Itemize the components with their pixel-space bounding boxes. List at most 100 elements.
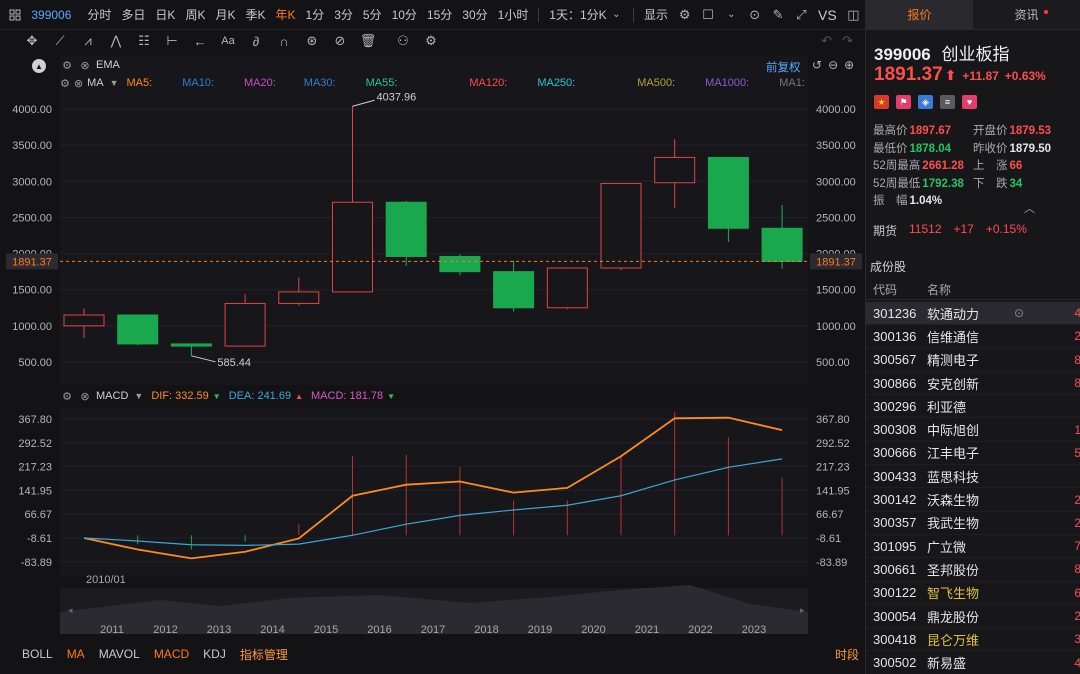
col-code[interactable]: 代码 <box>873 283 898 297</box>
tab-quote[interactable]: 报价 <box>866 0 973 29</box>
arrow-tool-icon[interactable]: ← <box>193 33 207 49</box>
line-tool-icon[interactable]: ⟋ <box>55 33 65 48</box>
period-tab-active[interactable]: 年K <box>275 8 296 22</box>
period-tab[interactable]: 周K <box>185 8 206 22</box>
gear-icon[interactable]: ⚙ <box>425 33 437 48</box>
reset-icon[interactable]: ↺ <box>812 58 823 72</box>
undo-icon[interactable]: ↶ <box>821 33 833 48</box>
constituent-row[interactable]: 300357 我武生物 2 <box>866 512 1080 535</box>
constituent-row[interactable]: 300054 鼎龙股份 2 <box>866 605 1080 629</box>
panel-toggle-icon[interactable]: ◫ <box>847 6 860 22</box>
constituent-row[interactable]: 300296 利亚德 <box>866 395 1080 419</box>
futures-row[interactable]: 期货 11512 +17 +0.15% <box>873 222 1027 239</box>
period-tab[interactable]: 3分 <box>334 8 353 22</box>
chevron-down-icon[interactable]: ▼ <box>109 78 119 88</box>
indicator-management[interactable]: 指标管理 <box>239 647 288 662</box>
delete-drawing-icon[interactable]: ⊘ <box>334 33 346 48</box>
period-tab[interactable]: 5分 <box>362 8 382 22</box>
heart-icon[interactable]: ♥ <box>962 95 977 109</box>
crosshair-icon[interactable]: ✥ <box>26 33 38 48</box>
ma-label[interactable]: MA <box>87 77 104 89</box>
channel-tool-icon[interactable]: ⩘ <box>84 33 92 48</box>
redo-icon[interactable]: ↷ <box>842 33 853 48</box>
period-tab[interactable]: 15分 <box>426 8 453 22</box>
constituent-row[interactable]: 300122 智飞生物 6 <box>866 582 1080 605</box>
quote-panel: 报价 资讯 399006 创业板指 1891.37 ⬆ +11.87 +0.63… <box>865 0 1080 674</box>
period-tab[interactable]: 月K <box>215 8 236 22</box>
constituent-row[interactable]: 301236 软通动力 ⊙ 4 <box>866 302 1080 326</box>
macd-label[interactable]: MACD <box>96 390 129 402</box>
chart-area[interactable]: 4000.003500.003000.002500.002000.001500.… <box>0 0 865 642</box>
ma-item: MA1000: <box>705 77 750 89</box>
link-icon[interactable]: 🗑 <box>359 33 377 48</box>
magnet-icon[interactable]: ∩ <box>279 33 289 49</box>
constituent-row[interactable]: 300661 圣邦股份 8 <box>866 558 1080 582</box>
nav-left-handle-icon[interactable]: ◂ <box>68 606 73 616</box>
constituent-row[interactable]: 300136 信维通信 2 <box>866 325 1080 349</box>
zoom-out-icon[interactable]: ⊖ <box>828 58 839 72</box>
indicator-ma[interactable]: MA <box>66 647 85 661</box>
chevron-down-icon[interactable]: ⌄ <box>612 9 621 20</box>
constituent-row[interactable]: 300142 沃森生物 2 <box>866 488 1080 512</box>
period-tab[interactable]: 10分 <box>391 8 417 22</box>
constituent-row[interactable]: 301095 广立微 7 <box>866 535 1080 559</box>
period-tab[interactable]: 季K <box>245 8 266 22</box>
chevron-down-icon[interactable]: ▼ <box>134 391 144 401</box>
constituent-row[interactable]: 300866 安克创新 8 <box>866 372 1080 396</box>
constituent-row[interactable]: 300567 精测电子 8 <box>866 349 1080 372</box>
settings-icon[interactable]: ⚙ <box>62 390 72 403</box>
indicator-boll[interactable]: BOLL <box>22 647 53 661</box>
runner-icon[interactable]: ⚑ <box>896 95 911 109</box>
tab-news[interactable]: 资讯 <box>973 0 1080 29</box>
zoom-in-icon[interactable]: ⊕ <box>844 58 855 72</box>
period-tab[interactable]: 1小时 <box>497 8 529 22</box>
indicator-kdj[interactable]: KDJ <box>203 647 226 661</box>
wave-tool-icon[interactable]: ⋀ <box>110 33 122 48</box>
document-icon[interactable]: ≡ <box>940 95 955 109</box>
watch-icon[interactable]: ⊙ <box>1014 306 1025 321</box>
symbol-code[interactable]: 399006 <box>31 7 72 22</box>
chevron-down-icon[interactable]: ⌄ <box>727 9 736 20</box>
brush-tool-icon[interactable]: ∂ <box>252 33 260 49</box>
layout-icon[interactable]: ☐ <box>702 6 714 22</box>
fib-tool-icon[interactable]: ☷ <box>138 33 150 48</box>
indicator-macd[interactable]: MACD <box>153 647 190 661</box>
period-tab[interactable]: 30分 <box>462 8 488 22</box>
col-name[interactable]: 名称 <box>927 283 952 297</box>
constituent-row[interactable]: 300502 新易盛 4 <box>866 651 1080 674</box>
constituent-row[interactable]: 300308 中际旭创 1 <box>866 418 1080 442</box>
close-icon[interactable]: ⊗ <box>80 390 90 403</box>
multi-frame-select[interactable]: 1天：1分K <box>549 8 607 22</box>
candle-body <box>63 314 105 327</box>
settings-icon[interactable]: ⚙ <box>678 6 691 22</box>
close-icon[interactable]: ⊗ <box>80 59 90 72</box>
period-tab[interactable]: 分时 <box>87 8 112 22</box>
period-tab[interactable]: 日K <box>155 8 176 22</box>
time-segment-button[interactable]: 时段 <box>834 647 859 662</box>
constituent-row[interactable]: 300666 江丰电子 5 <box>866 442 1080 466</box>
settings-icon[interactable]: ⚙ <box>62 59 72 72</box>
settings-icon[interactable]: ⚙ <box>60 77 70 90</box>
collapse-indicator-icon[interactable]: ▲ <box>32 59 46 73</box>
ema-label[interactable]: EMA <box>96 59 120 71</box>
restore-rights-label[interactable]: 前复权 <box>766 62 801 74</box>
settings-icon[interactable]: ⚇ <box>397 33 409 48</box>
period-tab[interactable]: 1分 <box>305 8 325 22</box>
tag-icon[interactable]: ◈ <box>918 95 933 109</box>
vs-button[interactable]: VS <box>818 6 837 23</box>
nav-right-handle-icon[interactable]: ▸ <box>800 606 805 616</box>
brush-icon[interactable]: ✎ <box>772 6 784 22</box>
indicator-mavol[interactable]: MAVOL <box>98 647 140 661</box>
camera-icon[interactable]: ⊙ <box>749 6 761 22</box>
constituent-row[interactable]: 300418 昆仑万维 3 <box>866 628 1080 652</box>
collapse-stats-icon[interactable]: ︿ <box>1024 203 1035 215</box>
hide-drawing-icon[interactable]: ⊛ <box>306 33 318 48</box>
measure-tool-icon[interactable]: ⊢ <box>166 33 178 48</box>
text-tool-icon[interactable]: Aa <box>221 35 235 47</box>
constituent-row[interactable]: 300433 蓝思科技 <box>866 465 1080 489</box>
period-tab[interactable]: 多日 <box>121 8 146 22</box>
expand-icon[interactable]: ⤢ <box>796 6 807 22</box>
close-icon[interactable]: ⊗ <box>73 77 84 90</box>
display-menu[interactable]: 显示 <box>643 8 668 22</box>
menu-grid-icon[interactable] <box>6 6 23 24</box>
